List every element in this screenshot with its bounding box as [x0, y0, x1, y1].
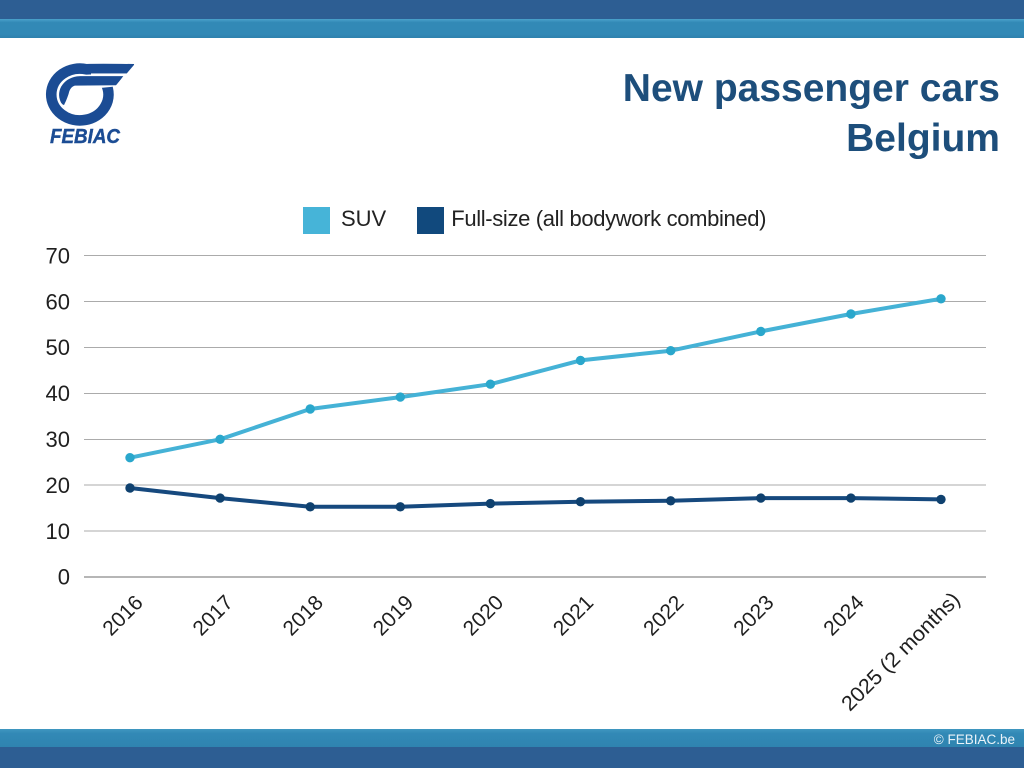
svg-text:2019: 2019 [369, 591, 418, 640]
svg-text:2020: 2020 [459, 591, 508, 640]
svg-text:2017: 2017 [189, 591, 238, 640]
svg-text:2021: 2021 [549, 591, 598, 640]
svg-text:2018: 2018 [279, 591, 328, 640]
svg-text:2022: 2022 [639, 591, 688, 640]
svg-text:2024: 2024 [819, 591, 869, 641]
svg-text:20: 20 [46, 473, 70, 498]
svg-text:2023: 2023 [729, 591, 778, 640]
svg-text:0: 0 [58, 565, 70, 590]
svg-text:FEBIAC: FEBIAC [50, 126, 121, 148]
svg-text:2016: 2016 [98, 591, 147, 640]
svg-text:10: 10 [46, 519, 70, 544]
svg-text:30: 30 [46, 427, 70, 452]
svg-text:70: 70 [46, 243, 70, 268]
svg-text:60: 60 [46, 289, 70, 314]
svg-text:40: 40 [46, 381, 70, 406]
svg-text:50: 50 [46, 335, 70, 360]
